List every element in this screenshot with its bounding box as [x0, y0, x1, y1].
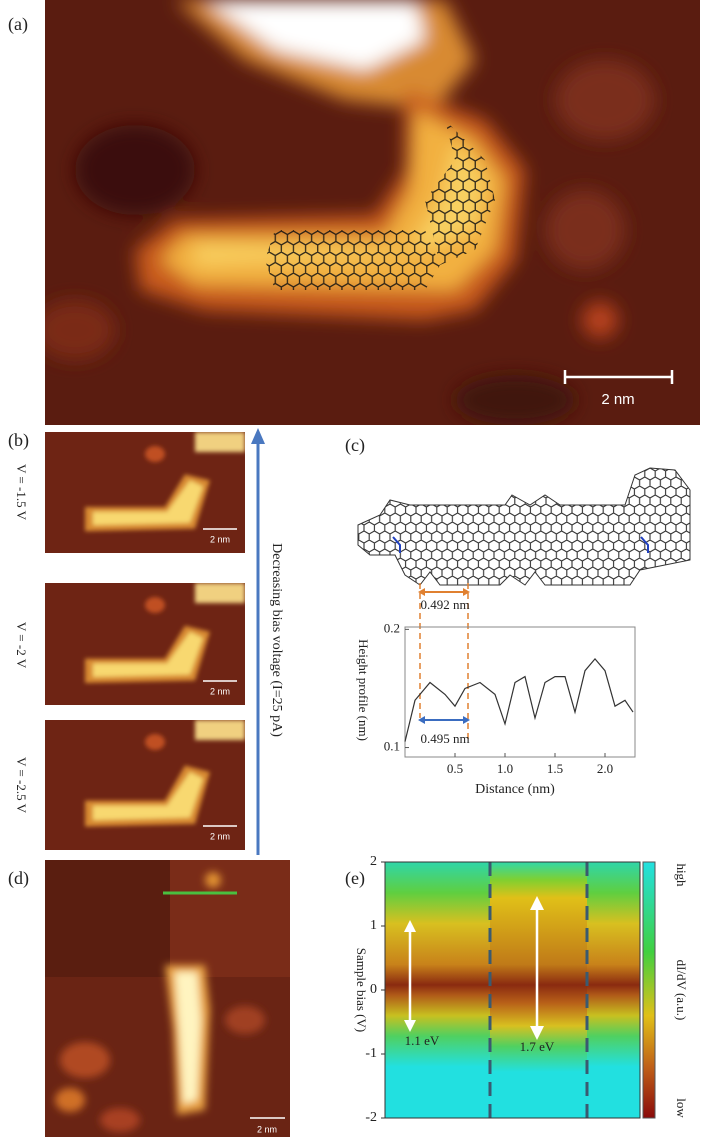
stm-image: 2 nm	[45, 432, 245, 553]
y-tick-label: 0	[370, 982, 377, 997]
terrace	[195, 432, 245, 452]
panel-a: (a) 2 nm	[8, 0, 700, 425]
spacing-label: 0.495 nm	[420, 731, 469, 746]
arrow-label: Decreasing bias voltage (I=25 pA)	[269, 543, 284, 737]
panel-label: (d)	[8, 868, 29, 889]
y-tick-label: 0.2	[384, 620, 400, 635]
y-axis-label: Sample bias (V)	[354, 948, 369, 1032]
y-tick-label: -2	[365, 1110, 377, 1125]
panel-label: (b)	[8, 430, 29, 451]
x-tick-label: 1.0	[497, 761, 513, 776]
stm-image: 2 nm	[45, 583, 245, 705]
y-tick-label: 1	[370, 918, 377, 933]
y-tick-label: 0.1	[384, 739, 400, 754]
panel-label: (a)	[8, 14, 28, 35]
panel-b: (b) 2 nm 2 nm 2 nm V = -1.5 V V = -2 V V =…	[8, 428, 284, 855]
gap-label: 1.1 eV	[405, 1033, 440, 1048]
stm-image	[35, 0, 700, 425]
x-tick-label: 2.0	[597, 761, 613, 776]
panel-label: (c)	[345, 435, 365, 456]
x-tick-label: 0.5	[447, 761, 463, 776]
spacing-label: 0.492 nm	[420, 597, 469, 612]
panel-e: (e) -2 -1 0 1 2 1.1 eV 1.7 eV Sample bias (V…	[345, 854, 689, 1125]
heatmap-region	[385, 862, 490, 1118]
y-tick-label: -1	[365, 1046, 377, 1061]
scale-label: 2 nm	[210, 686, 230, 696]
y-axis-label: Height profile (nm)	[356, 639, 371, 741]
stm-image: 2 nm	[45, 860, 290, 1137]
terrace	[195, 583, 245, 603]
voltage-label: V = -2.5 V	[14, 757, 29, 814]
scale-label: 2 nm	[210, 534, 230, 544]
panel-d: (d) 2 nm	[8, 860, 290, 1137]
colorbar	[643, 862, 655, 1118]
adsorbate	[145, 597, 165, 613]
colorbar-label: dI/dV (a.u.)	[674, 960, 689, 1021]
voltage-label: V = -1.5 V	[14, 464, 29, 521]
adsorbate	[145, 734, 165, 750]
scale-label: 2 nm	[601, 391, 634, 408]
figure: (a) 2 nm (b) 2 nm 2 nm 2 nm V = -1.5 V V =…	[0, 0, 706, 1137]
scale-label: 2 nm	[257, 1124, 277, 1134]
heatmap-region	[587, 862, 640, 1118]
scale-label: 2 nm	[210, 831, 230, 841]
y-tick-label: 2	[370, 854, 377, 869]
terrace	[195, 720, 245, 740]
colorbar-high: high	[674, 863, 689, 887]
x-axis-label: Distance (nm)	[475, 782, 555, 797]
gap-label: 1.7 eV	[520, 1039, 555, 1054]
adsorbate	[145, 446, 165, 462]
panel-label: (e)	[345, 868, 365, 889]
voltage-label: V = -2 V	[14, 622, 29, 669]
x-tick-label: 1.5	[547, 761, 563, 776]
stm-image: 2 nm	[45, 720, 245, 850]
colorbar-low: low	[674, 1098, 689, 1118]
